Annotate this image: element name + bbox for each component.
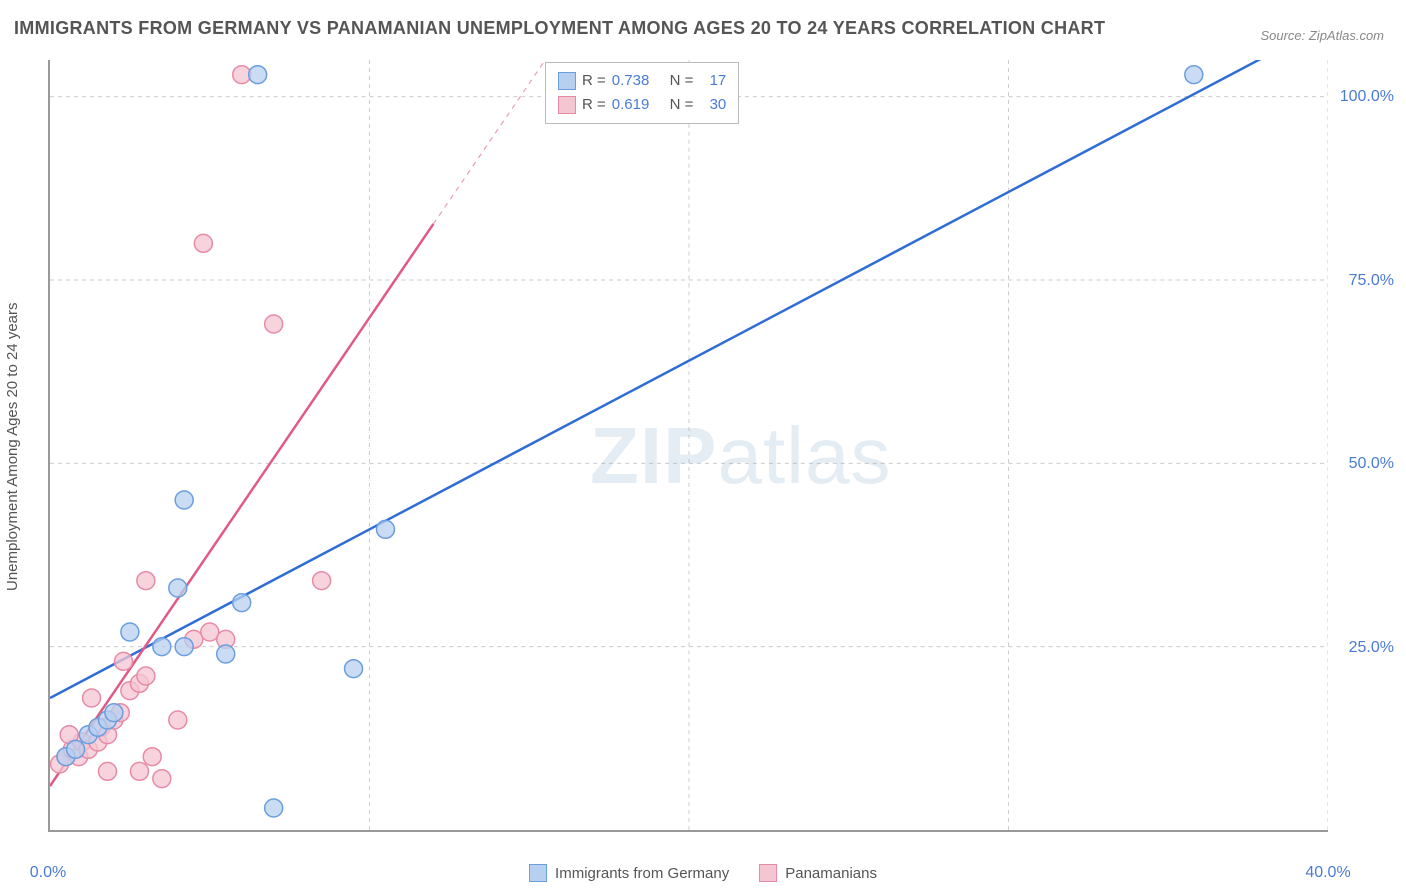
legend-label-2: Panamanians xyxy=(785,865,877,882)
swatch-pink xyxy=(558,96,576,114)
r-value-2: 0.619 xyxy=(612,93,650,117)
y-tick-label: 75.0% xyxy=(1349,272,1394,290)
legend-swatch-pink xyxy=(759,864,777,882)
x-tick-label: 40.0% xyxy=(1305,864,1350,882)
chart-title: IMMIGRANTS FROM GERMANY VS PANAMANIAN UN… xyxy=(14,18,1105,39)
swatch-blue xyxy=(558,72,576,90)
n-label-2: N = xyxy=(670,93,694,117)
legend-item-1: Immigrants from Germany xyxy=(529,864,729,882)
n-value-1: 17 xyxy=(710,69,727,93)
stats-legend: R = 0.738 N = 17 R = 0.619 N = 30 xyxy=(545,62,739,124)
y-axis-label: Unemployment Among Ages 20 to 24 years xyxy=(4,302,21,591)
series-legend: Immigrants from Germany Panamanians xyxy=(529,864,877,882)
n-label: N = xyxy=(670,69,694,93)
watermark: ZIPatlas xyxy=(590,410,891,502)
stats-row-1: R = 0.738 N = 17 xyxy=(558,69,726,93)
y-tick-label: 25.0% xyxy=(1349,639,1394,657)
y-tick-label: 50.0% xyxy=(1349,455,1394,473)
r-label-2: R = xyxy=(582,93,606,117)
stats-row-2: R = 0.619 N = 30 xyxy=(558,93,726,117)
plot-area: ZIPatlas R = 0.738 N = 17 R = 0.619 N = … xyxy=(48,60,1328,832)
legend-item-2: Panamanians xyxy=(759,864,877,882)
r-value-1: 0.738 xyxy=(612,69,650,93)
n-value-2: 30 xyxy=(710,93,727,117)
legend-label-1: Immigrants from Germany xyxy=(555,865,729,882)
x-tick-label: 0.0% xyxy=(30,864,66,882)
legend-swatch-blue xyxy=(529,864,547,882)
source-attribution: Source: ZipAtlas.com xyxy=(1260,28,1384,43)
r-label: R = xyxy=(582,69,606,93)
y-tick-label: 100.0% xyxy=(1340,88,1394,106)
